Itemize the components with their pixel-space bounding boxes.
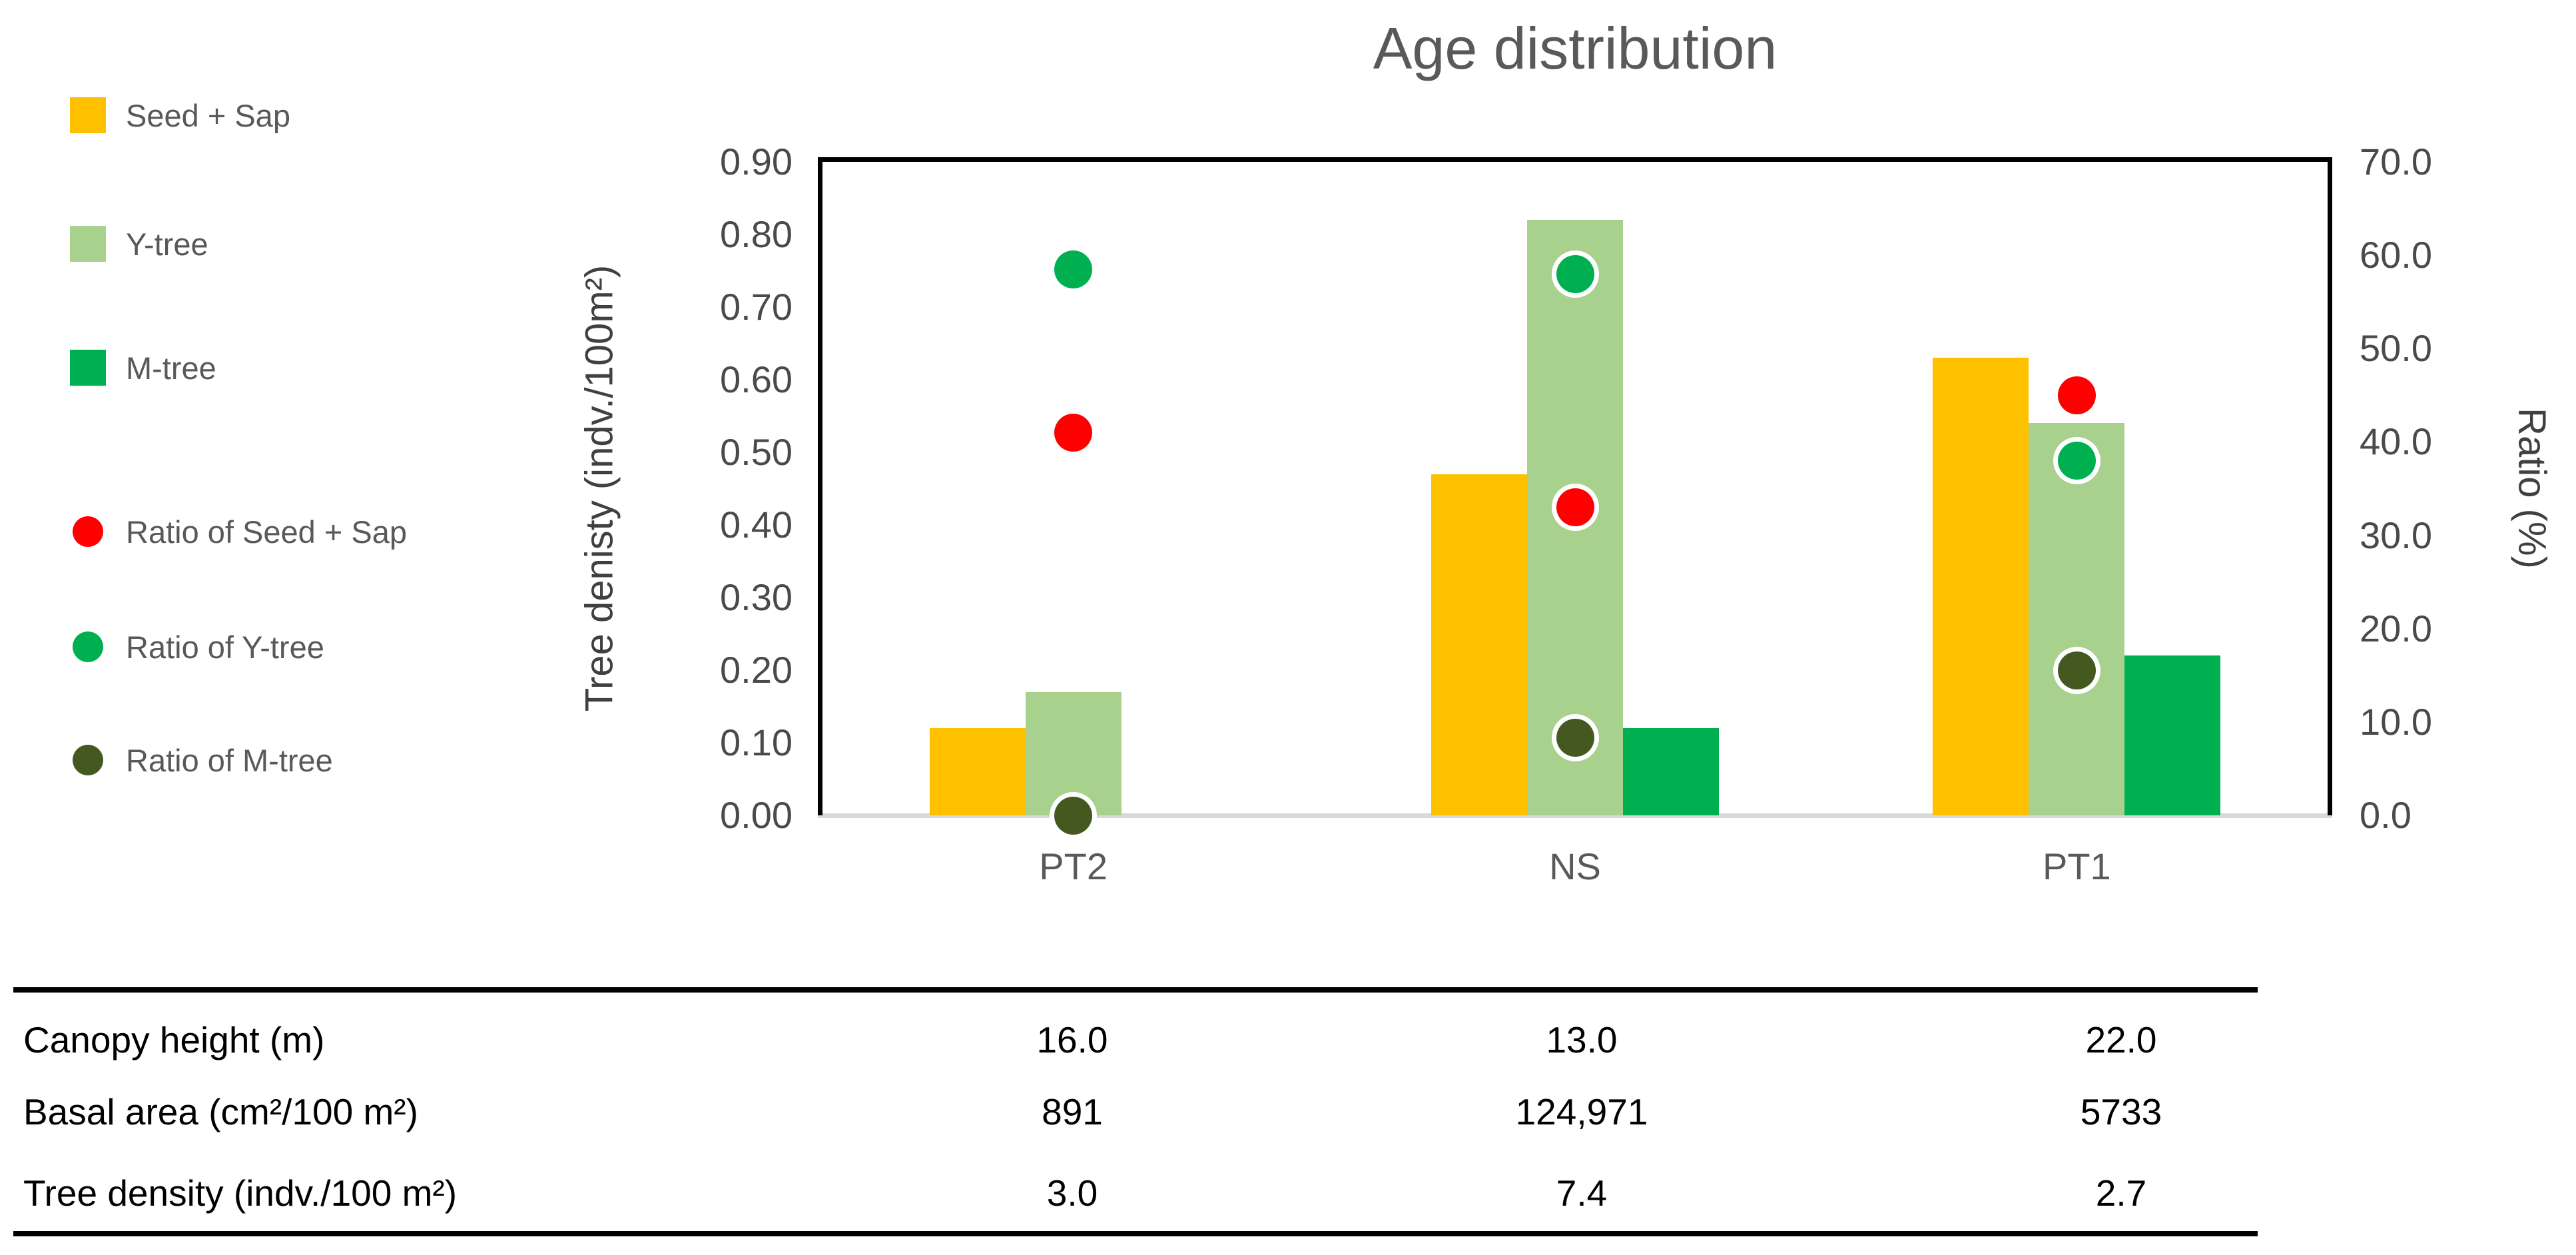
dot-ratio-of-seed-sap-ns — [1556, 488, 1594, 527]
legend-item-seed-sap: Seed + Sap — [70, 97, 290, 134]
legend-label: Ratio of Seed + Sap — [126, 514, 407, 550]
table-cell: 16.0 — [1036, 1019, 1108, 1060]
left-axis-tick: 0.70 — [720, 286, 793, 328]
right-axis-tick: 20.0 — [2360, 607, 2432, 649]
ratio-y-tree-dot-icon — [73, 631, 103, 662]
left-axis-tick: 0.40 — [720, 504, 793, 546]
right-axis-title: Ratio (%) — [2510, 408, 2554, 569]
m-tree-swatch-icon — [70, 350, 106, 386]
bar-seed-sap-pt1 — [1933, 358, 2029, 815]
dot-ratio-of-y-tree-pt1 — [2057, 441, 2096, 480]
table-cell: 7.4 — [1556, 1172, 1608, 1214]
plot-area — [818, 157, 2332, 815]
bar-m-tree-ns — [1623, 728, 1719, 815]
left-axis-tick: 0.60 — [720, 358, 793, 400]
x-axis-baseline — [818, 813, 2332, 818]
x-axis-category-label: NS — [1549, 845, 1601, 887]
legend-item-y-tree: Y-tree — [70, 225, 208, 262]
right-axis-tick: 10.0 — [2360, 700, 2432, 743]
right-axis-tick: 70.0 — [2360, 141, 2432, 183]
ratio-seed-sap-dot-icon — [73, 516, 103, 547]
left-axis-tick: 0.10 — [720, 721, 793, 763]
dot-ratio-of-y-tree-ns — [1556, 254, 1594, 293]
x-axis-category-label: PT2 — [1039, 845, 1108, 887]
legend-label: Seed + Sap — [126, 97, 290, 133]
left-axis-tick: 0.30 — [720, 576, 793, 618]
legend-label: M-tree — [126, 350, 216, 386]
table-cell: 124,971 — [1515, 1091, 1648, 1132]
left-axis-tick: 0.20 — [720, 649, 793, 691]
bar-seed-sap-ns — [1431, 474, 1527, 815]
left-axis-tick: 0.00 — [720, 794, 793, 836]
table-rule-top — [13, 987, 2258, 993]
seed-sap-swatch-icon — [70, 97, 106, 133]
table-cell: 5733 — [2080, 1091, 2162, 1132]
right-axis-tick: 50.0 — [2360, 327, 2432, 370]
legend-label: Y-tree — [126, 226, 208, 262]
x-axis-category-label: PT1 — [2042, 845, 2111, 887]
left-axis-title: Tree denisty (indv./100m²) — [577, 264, 621, 712]
bar-y-tree-pt1 — [2029, 423, 2125, 815]
right-axis-tick: 0.0 — [2360, 794, 2412, 836]
legend-item-ratio-y-tree: Ratio of Y-tree — [70, 628, 324, 665]
legend-item-ratio-seed-sap: Ratio of Seed + Sap — [70, 513, 407, 550]
dot-ratio-of-m-tree-ns — [1556, 719, 1594, 757]
bar-y-tree-pt2 — [1025, 692, 1122, 815]
table-row-label: Canopy height (m) — [23, 1019, 325, 1060]
dot-ratio-of-m-tree-pt1 — [2057, 651, 2096, 690]
right-axis-tick: 40.0 — [2360, 420, 2432, 463]
legend-item-ratio-m-tree: Ratio of M-tree — [70, 741, 333, 779]
legend-label: Ratio of Y-tree — [126, 629, 324, 665]
table-row-label: Tree density (indv./100 m²) — [23, 1172, 458, 1214]
legend-label: Ratio of M-tree — [126, 742, 333, 778]
right-axis-tick: 30.0 — [2360, 514, 2432, 556]
table-cell: 13.0 — [1546, 1019, 1618, 1060]
table-cell: 22.0 — [2085, 1019, 2157, 1060]
left-axis-tick: 0.50 — [720, 431, 793, 473]
bar-m-tree-pt1 — [2124, 655, 2221, 815]
legend-item-m-tree: M-tree — [70, 349, 216, 386]
chart-title: Age distribution — [1373, 15, 1777, 81]
dot-ratio-of-m-tree-pt2 — [1054, 796, 1093, 835]
right-axis-tick: 60.0 — [2360, 234, 2432, 276]
y-tree-swatch-icon — [70, 226, 106, 262]
dot-ratio-of-y-tree-pt2 — [1054, 250, 1093, 288]
dot-ratio-of-seed-sap-pt1 — [2057, 376, 2096, 414]
left-axis-tick: 0.90 — [720, 141, 793, 183]
table-cell: 891 — [1042, 1091, 1103, 1132]
left-axis-tick: 0.80 — [720, 213, 793, 255]
table-rule-bottom — [13, 1231, 2258, 1236]
table-cell: 3.0 — [1046, 1172, 1098, 1214]
table-cell: 2.7 — [2095, 1172, 2147, 1214]
dot-ratio-of-seed-sap-pt2 — [1054, 413, 1093, 452]
bar-seed-sap-pt2 — [929, 728, 1026, 815]
table-row-label: Basal area (cm²/100 m²) — [23, 1091, 418, 1132]
ratio-m-tree-dot-icon — [73, 745, 103, 775]
